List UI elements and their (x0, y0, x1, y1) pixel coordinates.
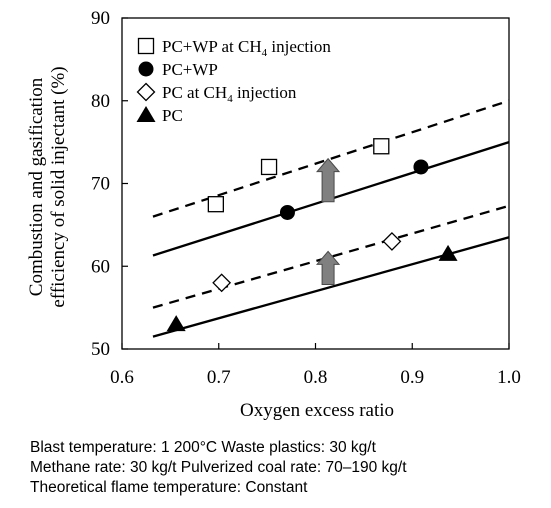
legend-entry: PC+WP (162, 60, 218, 79)
x-tick-label: 0.7 (207, 367, 231, 388)
legend-marker (137, 37, 155, 55)
chart: 0.6 0.7 0.8 0.9 1.0 50 60 70 80 90 Oxygen excess … (26, 8, 521, 421)
data-point (438, 244, 458, 261)
data-point (212, 273, 232, 293)
note-line-1: Blast temperature: 1 200°C Waste plastic… (30, 439, 376, 456)
data-point (279, 204, 295, 220)
y-tick-label: 50 (91, 339, 110, 360)
fit-line-4 (152, 236, 510, 338)
plot-area (121, 17, 510, 350)
fit-line-3 (152, 204, 510, 309)
data-point (382, 232, 402, 251)
y-tick-label: 60 (91, 256, 110, 277)
x-tick-label: 0.9 (400, 367, 424, 388)
up-arrow-1 (315, 157, 341, 203)
x-tick-label: 0.8 (304, 367, 328, 388)
y-axis-label-line-2: efficiency of solid injectant (%) (48, 66, 69, 307)
axis-ticks: 0.6 0.7 0.8 0.9 1.0 50 60 70 80 90 (91, 8, 521, 388)
y-tick-label: 80 (91, 91, 110, 112)
legend-entry: PC at CH4 injection (162, 83, 297, 105)
legend-box (131, 29, 352, 134)
fit-line-1 (152, 99, 510, 218)
y-tick-label: 70 (91, 174, 110, 195)
note-line-2: Methane rate: 30 kg/t Pulverized coal ra… (30, 459, 407, 476)
data-point (260, 158, 278, 176)
data-point (413, 159, 429, 175)
up-arrow-2 (315, 250, 341, 285)
legend-marker (138, 61, 154, 77)
conditions-note: Blast temperature: 1 200°C Waste plastic… (30, 438, 407, 498)
x-tick-label: 0.6 (110, 367, 134, 388)
x-axis-label: Oxygen excess ratio (240, 400, 394, 421)
legend-entry: PC+WP at CH4 injection (162, 37, 331, 59)
legend-entry: PC (162, 106, 183, 125)
note-line-3: Theoretical flame temperature: Constant (30, 479, 308, 496)
legend-marker (136, 82, 156, 102)
data-point (207, 196, 224, 213)
data-point (373, 138, 390, 155)
legend-marker (136, 106, 156, 122)
x-tick-label: 1.0 (497, 367, 521, 388)
data-point (166, 315, 186, 332)
y-tick-label: 90 (91, 8, 110, 29)
y-axis-label-line-1: Combustion and gasification (26, 77, 47, 296)
